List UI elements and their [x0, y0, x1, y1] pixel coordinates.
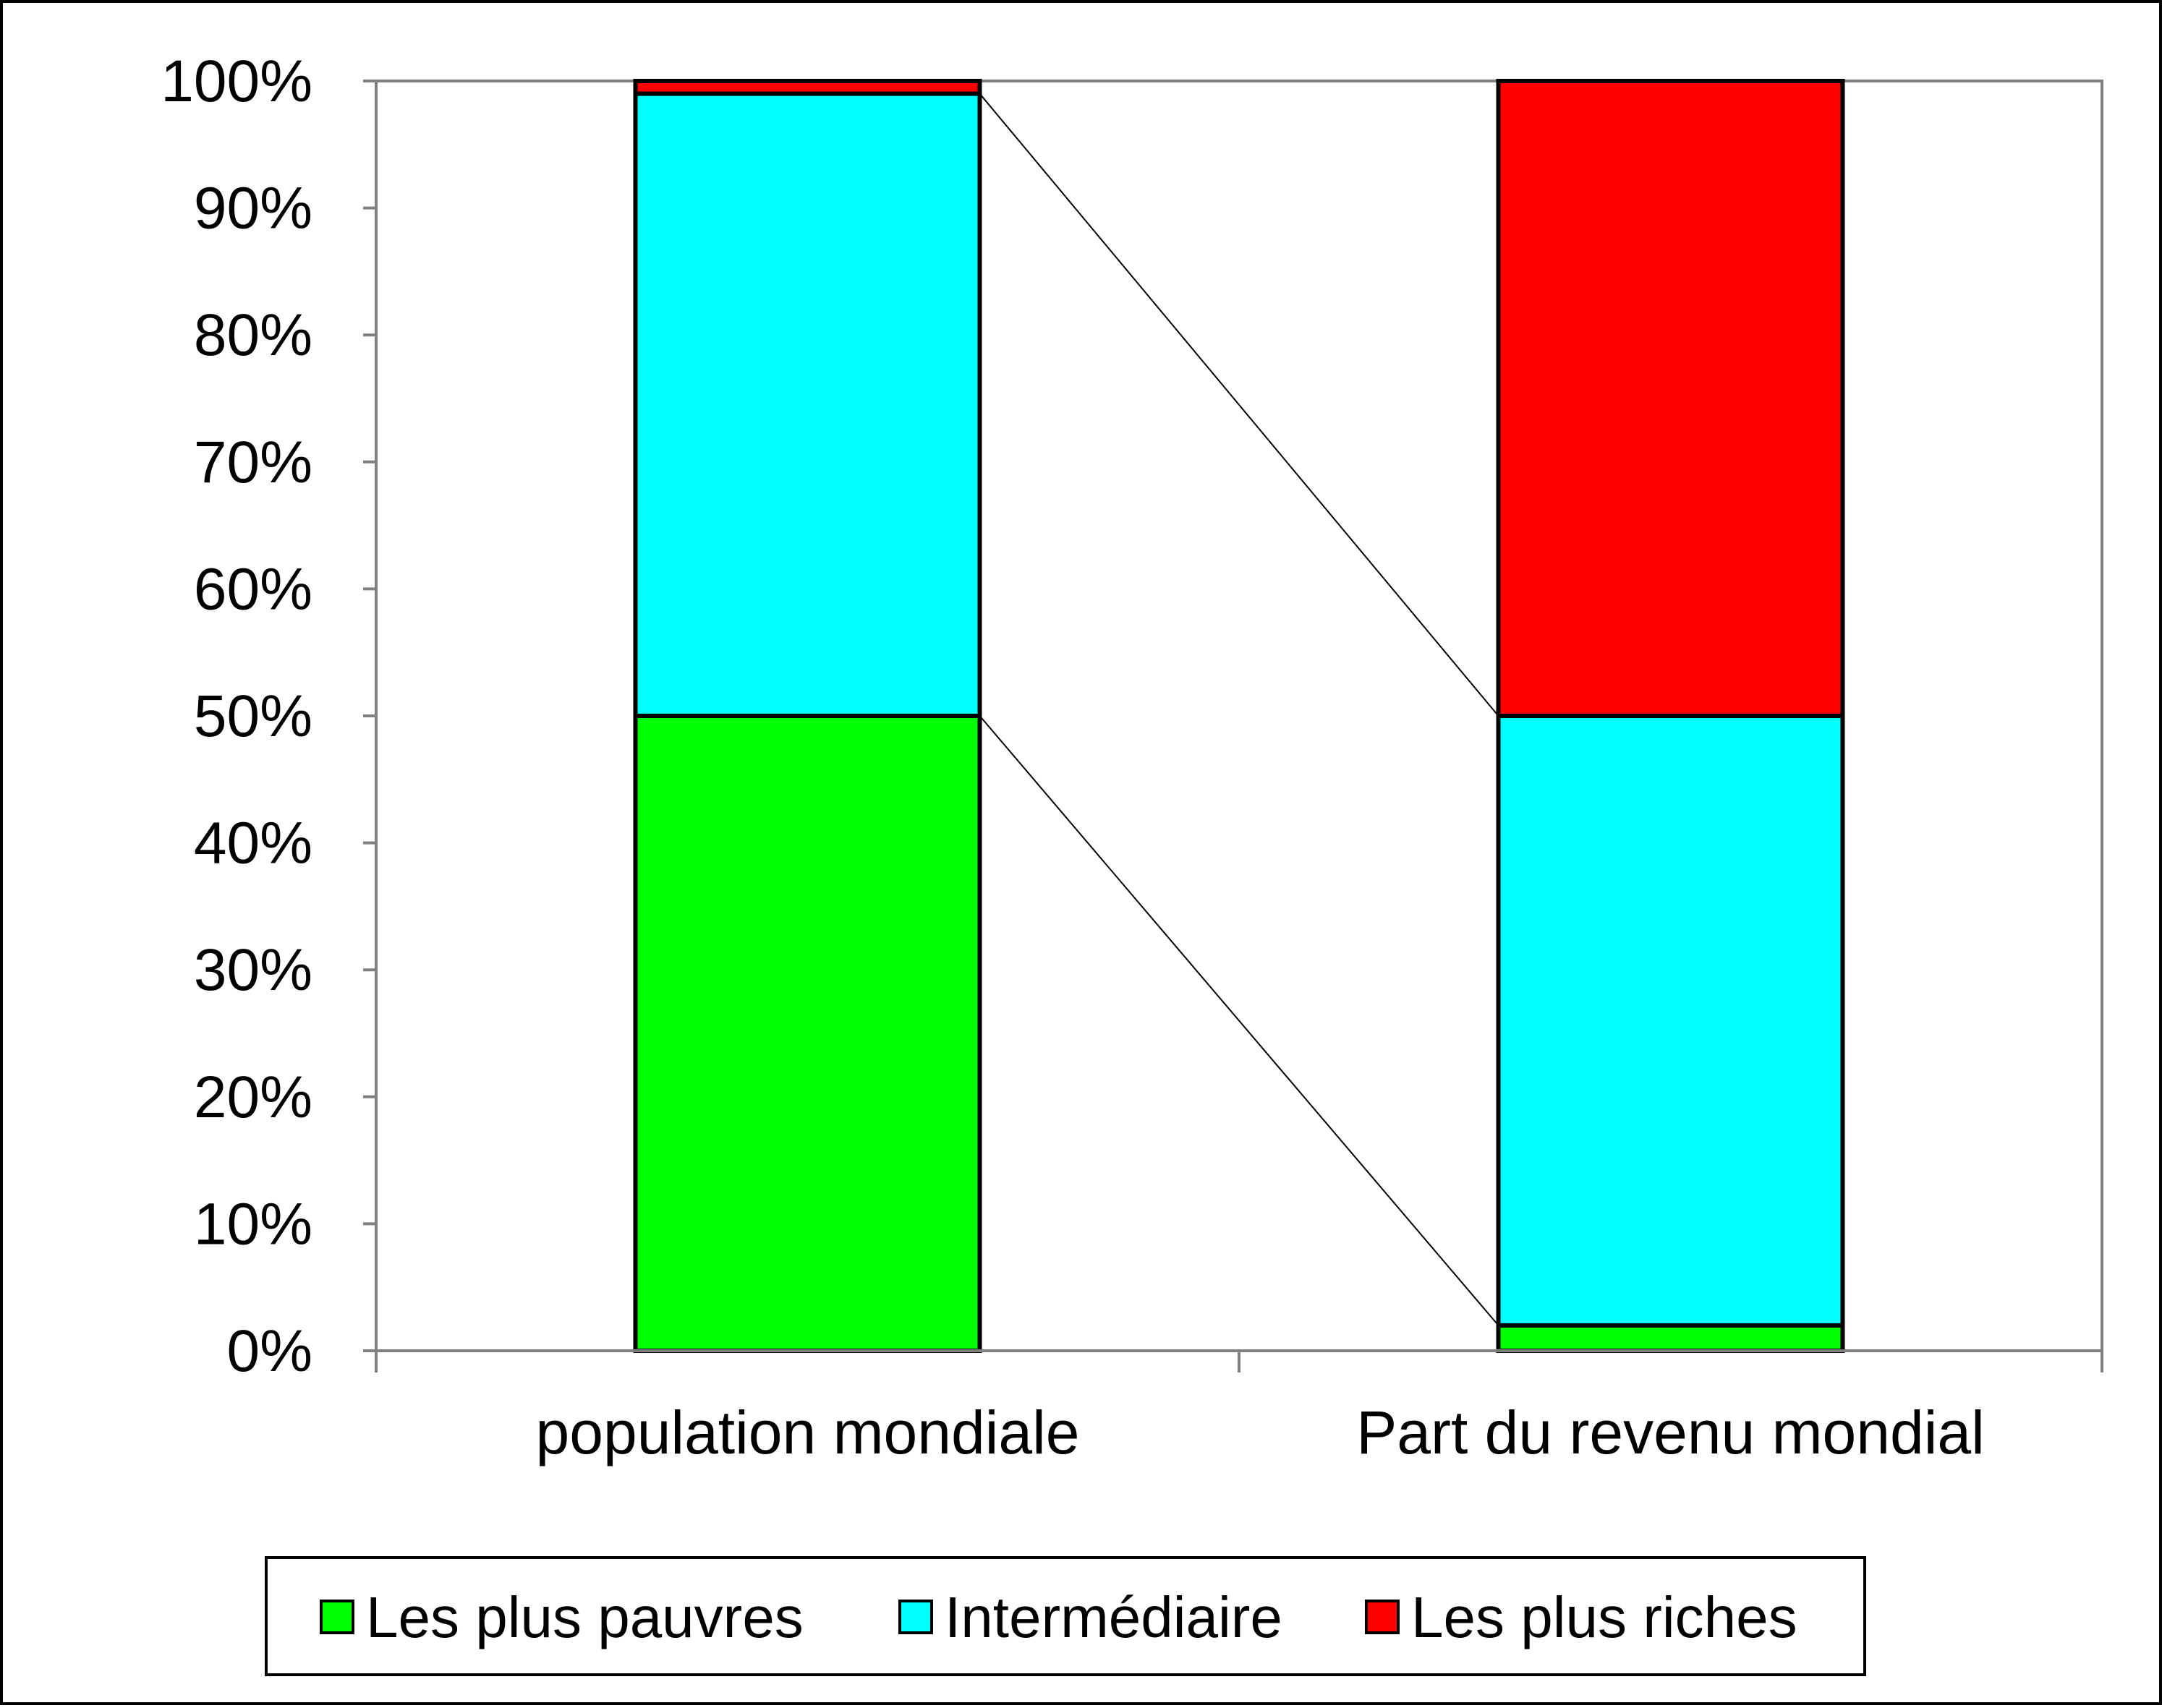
legend-label: Les plus pauvres [366, 1585, 804, 1649]
y-tick-label: 0% [226, 1318, 312, 1384]
y-tick-label: 100% [161, 48, 312, 114]
legend-swatch [1365, 1600, 1400, 1634]
legend-label: Intermédiaire [945, 1585, 1282, 1649]
y-tick-label: 20% [194, 1064, 312, 1130]
legend-label: Les plus riches [1411, 1585, 1797, 1649]
connector-line [979, 93, 1499, 717]
x-category-label: Part du revenu mondial [1356, 1399, 1985, 1466]
y-tick-label: 60% [194, 556, 312, 622]
x-category-label: population mondiale [536, 1399, 1080, 1466]
y-tick-label: 50% [194, 683, 312, 749]
y-tick-label: 30% [194, 937, 312, 1003]
y-tick-label: 90% [194, 176, 312, 242]
stacked-bar-chart: 0% 10% 20% 30% 40% 50% 60% 70% 80% 90% 100% populat… [161, 48, 2103, 1676]
y-tick-label: 80% [194, 302, 312, 368]
y-tick-label: 40% [194, 811, 312, 876]
bar-segment-part-du-revenu-mondial-0 [1496, 1323, 1845, 1354]
y-tick-label: 10% [194, 1191, 312, 1257]
legend-swatch [320, 1600, 354, 1634]
bars [633, 79, 1845, 1354]
y-tick-label: 70% [194, 430, 312, 495]
connector-lines [979, 93, 1499, 1326]
bar-segment-part-du-revenu-mondial-1 [1496, 714, 1845, 1328]
legend: Les plus pauvres Intermédiaire Les plus ri… [265, 1556, 1866, 1676]
bar-segment-population-mondiale-0 [633, 714, 982, 1353]
bar-segment-population-mondiale-1 [633, 91, 982, 718]
bar-segment-part-du-revenu-mondial-2 [1496, 79, 1845, 718]
legend-swatch [898, 1600, 933, 1634]
bar-segment-population-mondiale-2 [633, 79, 982, 96]
legend-box [265, 1556, 1866, 1676]
axes: 0% 10% 20% 30% 40% 50% 60% 70% 80% 90% 100% populat… [161, 48, 2103, 1466]
connector-line [979, 715, 1499, 1326]
